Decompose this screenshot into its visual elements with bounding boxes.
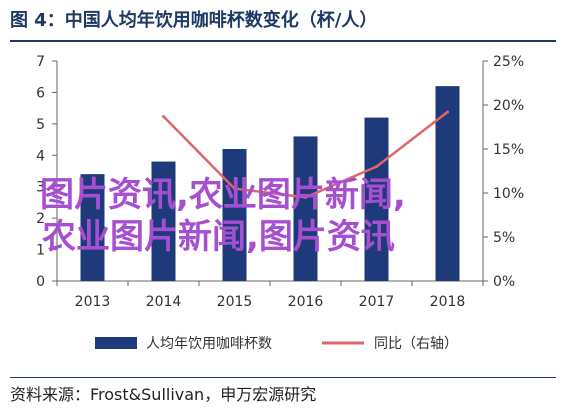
bar (435, 86, 460, 282)
bar (80, 174, 105, 281)
y-left-tick-label: 2 (36, 211, 45, 227)
y-left-tick-label: 5 (36, 117, 45, 133)
watermark-line-1: 图片资讯,农业图片新闻, (40, 175, 406, 215)
bar (293, 136, 318, 281)
y-right-tick-label: 5% (493, 230, 515, 246)
y-right-tick-label: 10% (493, 186, 524, 202)
legend-bar-label: 人均年饮用咖啡杯数 (146, 336, 272, 352)
y-right-tick-label: 20% (493, 98, 524, 114)
y-left-tick-label: 6 (36, 85, 45, 101)
x-tick-label: 2018 (430, 294, 466, 310)
bar (222, 149, 247, 281)
line-point (446, 110, 449, 114)
line-point (233, 187, 236, 191)
y-left-tick-label: 0 (36, 274, 45, 290)
legend-bar-swatch (95, 337, 137, 349)
title-rule (10, 40, 556, 42)
line-point (304, 195, 307, 199)
y-right-tick-label: 25% (493, 54, 524, 70)
bar (151, 161, 176, 281)
line-series (162, 110, 449, 199)
x-tick-label: 2017 (359, 294, 395, 310)
source-rule (10, 377, 556, 378)
legend-line-label: 同比（右轴） (374, 336, 458, 352)
chart-axes: 0 1 2 3 4 5 6 7 0% 5% 10% 15% 20% 25% 2013 2014 2015 2016… (36, 54, 524, 310)
bar-series (80, 86, 460, 282)
watermark-line-2: 农业图片新闻,图片资讯 (42, 217, 395, 257)
source-note: 资料来源：Frost&Sullivan，申万宏源研究 (10, 385, 317, 404)
y-left-tick-label: 4 (36, 148, 45, 164)
page-title: 图 4：中国人均年饮用咖啡杯数变化（杯/人） (10, 10, 378, 31)
watermark: 图片资讯,农业图片新闻, 农业图片新闻,图片资讯 (40, 175, 406, 257)
y-right-tick-label: 0% (493, 274, 515, 290)
y-right-tick-label: 15% (493, 142, 524, 158)
x-tick-label: 2016 (288, 294, 324, 310)
line-point (375, 165, 378, 169)
x-tick-label: 2014 (146, 294, 182, 310)
y-left-tick-label: 7 (36, 54, 45, 70)
y-left-tick-label: 3 (36, 180, 45, 196)
chart-legend: 人均年饮用咖啡杯数 同比（右轴） (95, 336, 458, 352)
x-tick-label: 2015 (217, 294, 253, 310)
x-tick-label: 2013 (75, 294, 111, 310)
y-left-tick-label: 1 (36, 243, 45, 259)
line-point (162, 114, 165, 118)
bar (364, 117, 389, 281)
